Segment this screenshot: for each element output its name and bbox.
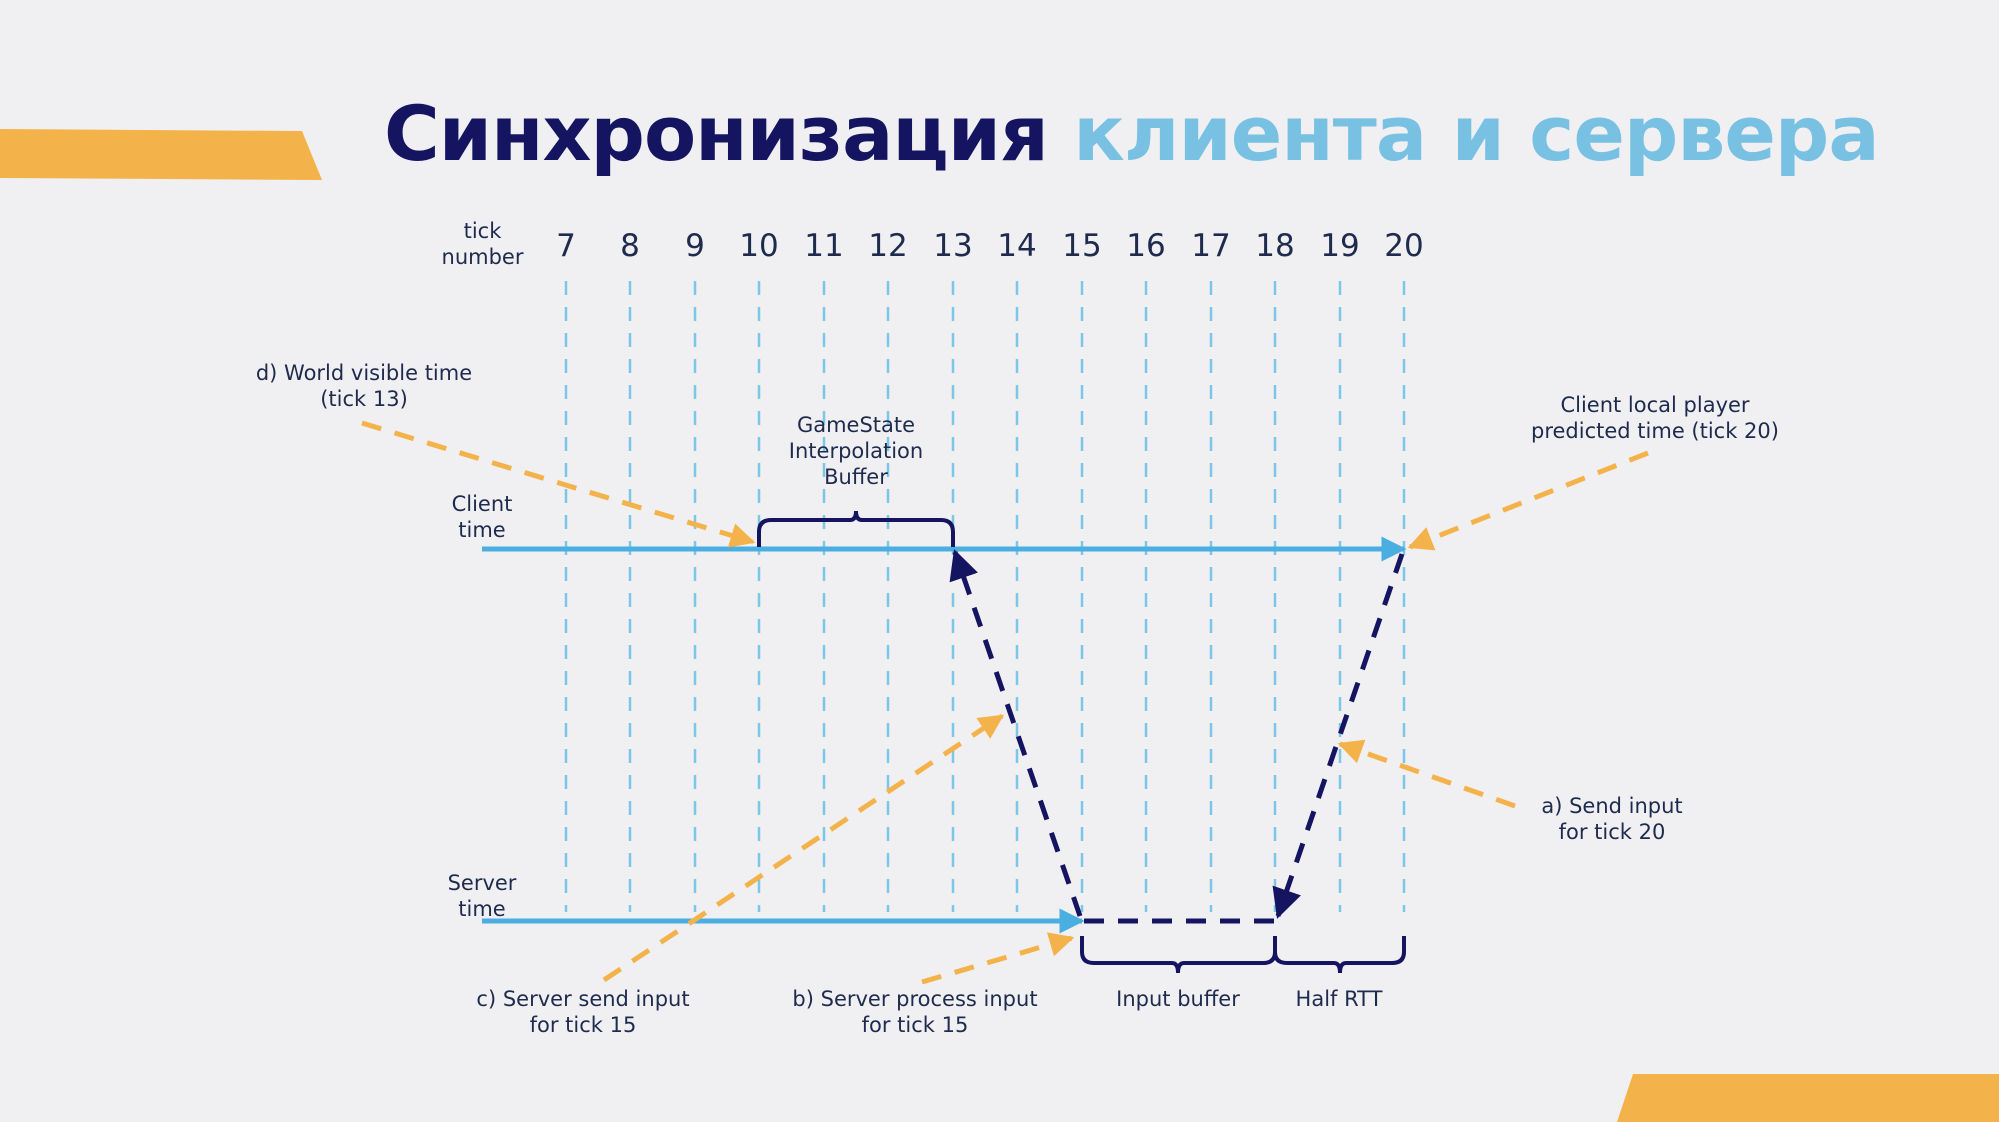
tick-number: 9 [685,228,705,264]
tick-axis-label-line2: number [441,245,524,269]
half-rtt-brace [1273,936,1406,974]
server-time-label-line1: Server [447,871,517,895]
interpolation-buffer-label-line3: Buffer [824,465,888,489]
tick-number: 15 [1062,228,1102,264]
tick-number: 19 [1320,228,1360,264]
tick-number: 13 [933,228,973,264]
title-light-part: клиента и сервера [1073,89,1879,178]
interpolation-buffer-label-line1: GameState [796,413,916,437]
world-visible-time-pointer [361,420,756,548]
annotation-client-predicted-line2: predicted time (tick 20) [1531,419,1779,443]
tick-number: 8 [620,228,640,264]
tick-gridlines [564,281,1406,912]
tick-number: 17 [1191,228,1231,264]
client-time-label-line2: time [458,518,506,542]
half-rtt-label: Half RTT [1295,987,1383,1011]
send-input-pointer [1337,739,1516,809]
annotation-b-server-process-input: b) Server process input for tick 15 [760,986,1070,1038]
tick-number: 16 [1126,228,1166,264]
annotation-c-server-send-input: c) Server send input for tick 15 [443,986,723,1038]
input-buffer-brace [1080,936,1277,974]
tick-axis-label-line1: tick [463,219,502,243]
tick-number: 7 [556,228,576,264]
annotation-a-send-input: a) Send input for tick 20 [1512,793,1712,845]
annotation-client-predicted-line1: Client local player [1560,393,1750,417]
bottom-right-orange-banner [1617,1074,1999,1122]
client-time-label-line1: Client [451,492,513,516]
server-process-input-pointer [921,932,1075,985]
tick-axis-label: tick number [430,218,535,270]
annotation-c-line1: c) Server send input [476,987,690,1011]
client-to-server-input-arrow [1272,553,1405,919]
interpolation-buffer-label-line2: Interpolation [788,439,924,463]
client-time-label: Client time [432,491,532,543]
left-orange-banner [0,129,322,180]
annotation-a-line2: for tick 20 [1558,820,1666,844]
page-title: Синхронизация клиента и сервера [384,96,1880,172]
annotation-a-line1: a) Send input [1541,794,1683,818]
client-predicted-time-pointer [1407,450,1649,551]
title-dark-part: Синхронизация [384,89,1049,178]
tick-number: 20 [1384,228,1424,264]
server-send-input-pointer [602,713,1005,983]
tick-number: 14 [997,228,1037,264]
annotation-d-world-visible-time: d) World visible time (tick 13) [224,360,504,412]
tick-number: 12 [868,228,908,264]
interpolation-buffer-label: GameState Interpolation Buffer [756,412,956,490]
server-time-label: Server time [432,870,532,922]
tick-number: 11 [804,228,844,264]
annotation-client-predicted-time: Client local player predicted time (tick… [1505,392,1805,444]
annotation-b-line1: b) Server process input [792,987,1038,1011]
annotation-c-line2: for tick 15 [529,1013,637,1037]
annotation-d-line2: (tick 13) [320,387,408,411]
tick-number: 18 [1255,228,1295,264]
server-to-client-state-arrow [949,549,1083,917]
tick-number: 10 [739,228,779,264]
interpolation-buffer-brace [757,510,955,547]
server-time-label-line2: time [458,897,506,921]
annotation-b-line2: for tick 15 [861,1013,969,1037]
annotation-d-line1: d) World visible time [255,361,473,385]
input-buffer-label: Input buffer [1116,987,1240,1011]
